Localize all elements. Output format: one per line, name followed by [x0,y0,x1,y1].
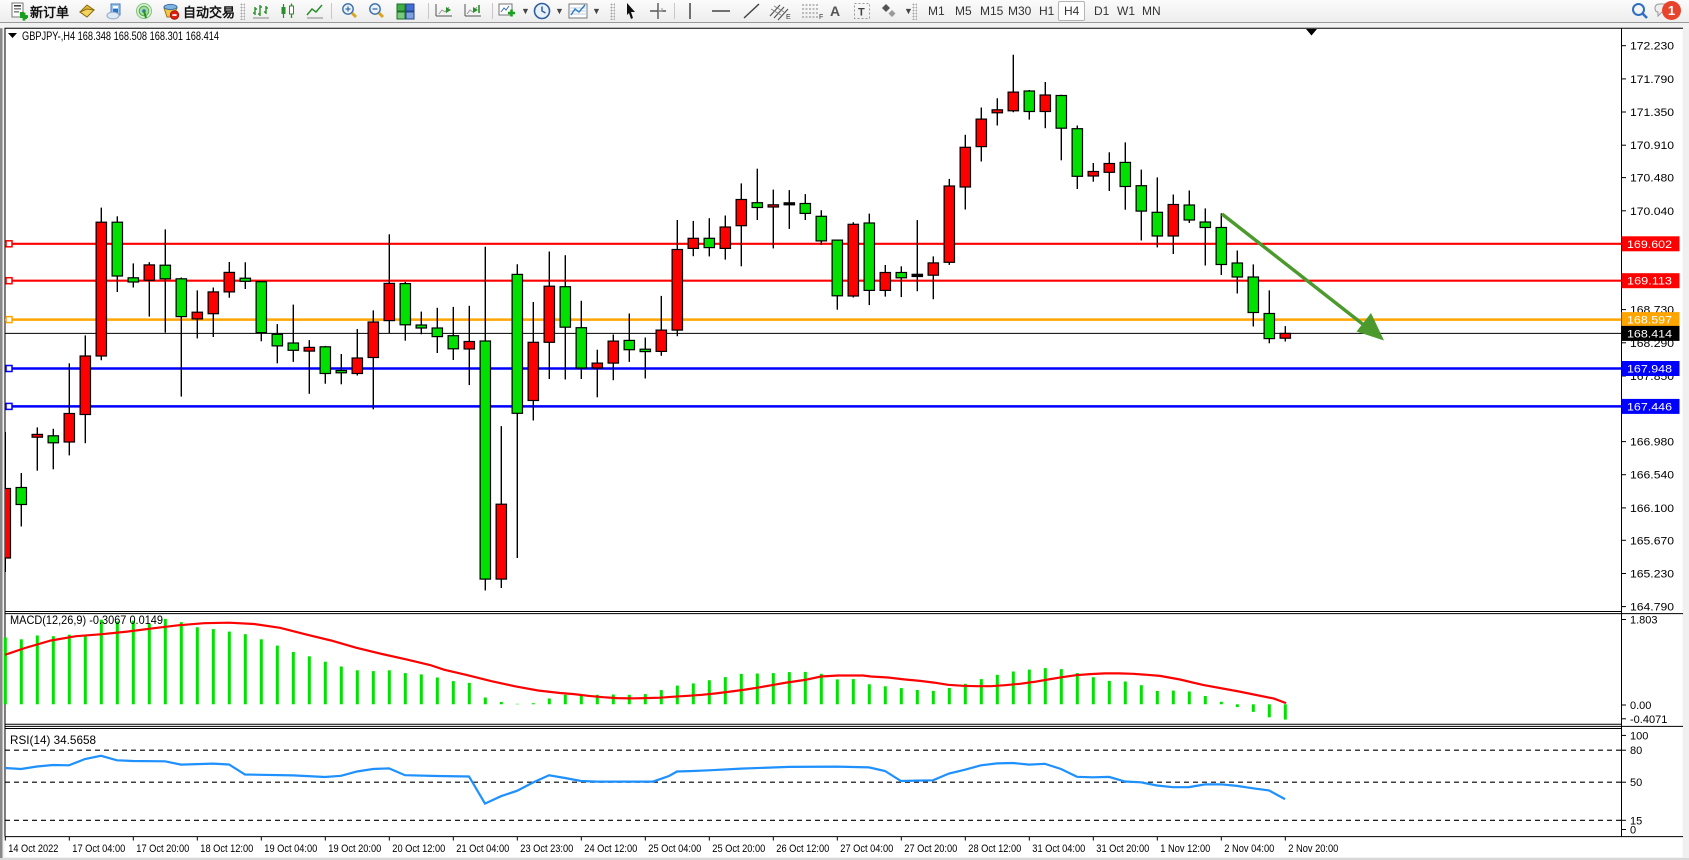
svg-text:171.790: 171.790 [1630,74,1674,86]
svg-text:31 Oct 20:00: 31 Oct 20:00 [1096,843,1149,855]
svg-text:168.414: 168.414 [1627,328,1672,340]
svg-text:E: E [786,14,791,21]
svg-text:T: T [858,7,865,19]
svg-text:166.540: 166.540 [1630,470,1674,482]
svg-text:166.980: 166.980 [1630,437,1674,449]
svg-text:F: F [819,14,823,21]
svg-text:27 Oct 04:00: 27 Oct 04:00 [840,843,893,855]
svg-text:164.790: 164.790 [1630,602,1674,614]
svg-text:166.100: 166.100 [1630,503,1674,515]
svg-text:26 Oct 12:00: 26 Oct 12:00 [776,843,829,855]
svg-text:31 Oct 04:00: 31 Oct 04:00 [1032,843,1085,855]
svg-text:25 Oct 20:00: 25 Oct 20:00 [712,843,765,855]
svg-text:169.113: 169.113 [1627,276,1672,288]
svg-text:20 Oct 12:00: 20 Oct 12:00 [392,843,445,855]
svg-text:170.910: 170.910 [1630,140,1674,152]
svg-text:169.602: 169.602 [1627,239,1672,251]
svg-text:23 Oct 23:00: 23 Oct 23:00 [520,843,573,855]
svg-text:25 Oct 04:00: 25 Oct 04:00 [648,843,701,855]
svg-text:MACD(12,26,9) -0.3067 0.0149: MACD(12,26,9) -0.3067 0.0149 [10,613,163,627]
svg-text:19 Oct 04:00: 19 Oct 04:00 [264,843,317,855]
svg-text:2 Nov 20:00: 2 Nov 20:00 [1288,843,1338,855]
svg-text:17 Oct 04:00: 17 Oct 04:00 [72,843,125,855]
svg-text:171.350: 171.350 [1630,107,1674,119]
svg-text:19 Oct 20:00: 19 Oct 20:00 [328,843,381,855]
svg-text:0: 0 [1630,825,1636,837]
svg-text:167.446: 167.446 [1627,401,1672,413]
svg-text:GBPJPY-,H4 168.348 168.508 16: GBPJPY-,H4 168.348 168.508 168.301 168.4… [22,29,219,43]
svg-text:1.803: 1.803 [1630,615,1658,627]
svg-text:15: 15 [1630,815,1642,827]
svg-text:0.00: 0.00 [1630,700,1651,712]
svg-text:100: 100 [1630,730,1648,742]
svg-text:167.948: 167.948 [1627,364,1672,376]
svg-text:17 Oct 20:00: 17 Oct 20:00 [136,843,189,855]
svg-text:2 Nov 04:00: 2 Nov 04:00 [1224,843,1274,855]
svg-text:1 Nov 12:00: 1 Nov 12:00 [1160,843,1210,855]
svg-text:50: 50 [1630,777,1642,789]
svg-text:172.230: 172.230 [1630,41,1674,53]
svg-text:28 Oct 12:00: 28 Oct 12:00 [968,843,1021,855]
svg-text:80: 80 [1630,745,1642,757]
svg-text:24 Oct 12:00: 24 Oct 12:00 [584,843,637,855]
svg-text:21 Oct 04:00: 21 Oct 04:00 [456,843,509,855]
svg-text:168.597: 168.597 [1627,315,1672,327]
svg-text:27 Oct 20:00: 27 Oct 20:00 [904,843,957,855]
svg-text:165.230: 165.230 [1630,569,1674,581]
svg-text:170.480: 170.480 [1630,173,1674,185]
svg-text:170.040: 170.040 [1630,206,1674,218]
svg-text:14 Oct 2022: 14 Oct 2022 [8,843,58,855]
svg-text:-0.4071: -0.4071 [1630,714,1667,726]
svg-text:165.670: 165.670 [1630,535,1674,547]
svg-text:RSI(14) 34.5658: RSI(14) 34.5658 [10,733,96,747]
svg-text:18 Oct 12:00: 18 Oct 12:00 [200,843,253,855]
